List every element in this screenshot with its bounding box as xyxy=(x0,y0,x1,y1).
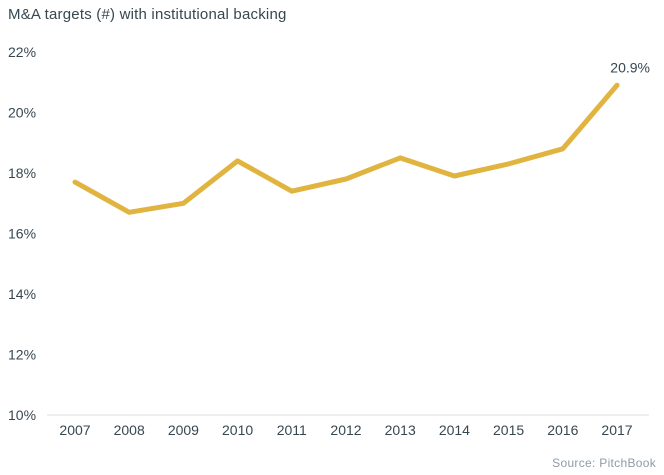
y-axis-tick-label: 16% xyxy=(8,226,36,242)
x-axis-tick-label: 2017 xyxy=(601,422,632,438)
source-credit: Source: PitchBook xyxy=(552,456,656,470)
x-axis-tick-label: 2008 xyxy=(114,422,145,438)
x-axis-tick-label: 2013 xyxy=(385,422,416,438)
y-axis-tick-label: 20% xyxy=(8,105,36,121)
x-axis-tick-label: 2016 xyxy=(547,422,578,438)
x-axis-tick-label: 2015 xyxy=(493,422,524,438)
x-axis-tick-label: 2010 xyxy=(222,422,253,438)
chart-title: M&A targets (#) with institutional backi… xyxy=(8,6,287,23)
end-value-label: 20.9% xyxy=(610,59,650,75)
x-axis-tick-label: 2012 xyxy=(330,422,361,438)
y-axis-tick-label: 10% xyxy=(8,407,36,423)
y-axis-tick-label: 12% xyxy=(8,347,36,363)
y-axis-tick-label: 22% xyxy=(8,44,36,60)
x-axis-tick-label: 2014 xyxy=(439,422,470,438)
x-axis-tick-label: 2009 xyxy=(168,422,199,438)
y-axis-tick-label: 18% xyxy=(8,165,36,181)
x-axis-tick-label: 2011 xyxy=(277,422,307,438)
data-line xyxy=(72,82,620,215)
y-axis-tick-label: 14% xyxy=(8,286,36,302)
x-axis-tick-label: 2007 xyxy=(59,422,90,438)
